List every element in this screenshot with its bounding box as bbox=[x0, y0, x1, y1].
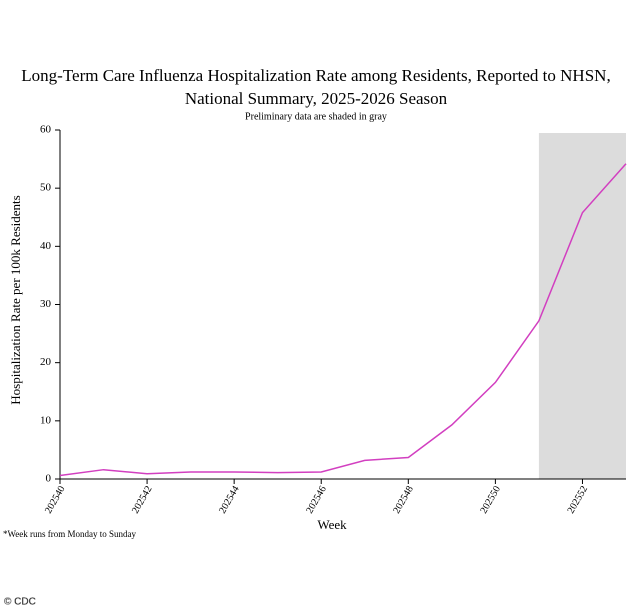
footnote: *Week runs from Monday to Sunday bbox=[3, 529, 137, 539]
y-tick-label: 50 bbox=[40, 182, 52, 194]
y-tick-label: 40 bbox=[40, 240, 52, 252]
y-tick-label: 60 bbox=[40, 124, 52, 136]
y-axis-label: Hospitalization Rate per 100k Residents bbox=[8, 195, 23, 404]
preliminary-shade bbox=[538, 133, 626, 479]
credit: © CDC bbox=[4, 597, 36, 608]
x-axis-label: Week bbox=[317, 517, 347, 532]
x-tick-label: 202552 bbox=[566, 484, 591, 515]
y-tick-label: 30 bbox=[40, 298, 52, 310]
x-tick-label: 202542 bbox=[130, 484, 155, 515]
x-tick-label: 202546 bbox=[304, 484, 329, 515]
x-tick-label: 202540 bbox=[43, 484, 68, 515]
series-line bbox=[59, 163, 627, 477]
chart-title: National Summary, 2025-2026 Season bbox=[185, 89, 448, 108]
chart-title: Long-Term Care Influenza Hospitalization… bbox=[21, 66, 610, 85]
chart-subtitle: Preliminary data are shaded in gray bbox=[245, 111, 387, 122]
x-tick-label: 202548 bbox=[391, 484, 416, 515]
x-tick-label: 202550 bbox=[478, 484, 503, 515]
x-tick-label: 202544 bbox=[217, 484, 242, 515]
y-tick-label: 20 bbox=[40, 356, 52, 368]
y-tick-label: 0 bbox=[46, 473, 52, 485]
y-tick-label: 10 bbox=[40, 414, 52, 426]
